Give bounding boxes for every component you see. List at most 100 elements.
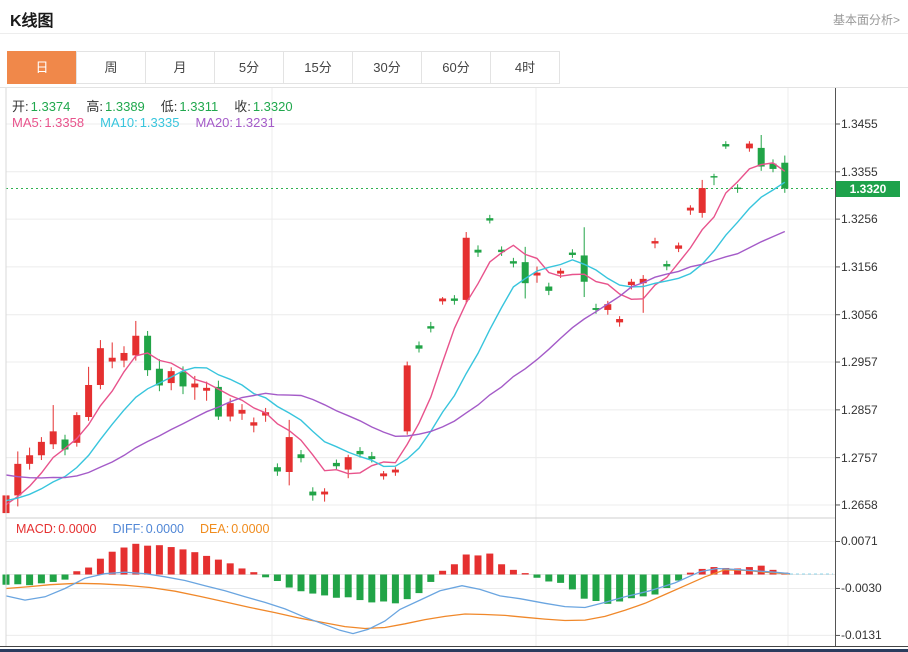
candle-body	[509, 261, 517, 264]
macd-hist-bar	[96, 558, 104, 575]
candle-body	[521, 262, 529, 284]
macd-hist-bar	[14, 574, 22, 585]
legend-label: MACD:	[16, 522, 57, 536]
macd-hist-bar	[332, 574, 340, 598]
macd-hist-bar	[639, 574, 647, 597]
candle-body	[262, 412, 270, 416]
current-price-tag: 1.3320	[836, 180, 900, 197]
macd-hist-bar	[568, 574, 576, 590]
macd-hist-bar	[391, 574, 399, 604]
legend-value: 1.3311	[179, 99, 219, 114]
macd-hist-bar	[734, 568, 742, 575]
macd-hist-bar	[380, 574, 388, 602]
candle-body	[226, 403, 234, 417]
y-axis-label: 1.3256	[841, 212, 878, 227]
macd-hist-bar	[486, 553, 494, 575]
macd-hist-bar	[403, 574, 411, 600]
diff-line	[5, 567, 791, 635]
candle-body	[108, 357, 116, 362]
candle-body	[698, 188, 706, 213]
macd-hist-bar	[368, 574, 376, 603]
macd-hist-bar	[651, 574, 659, 595]
legend-label: MA5:	[12, 115, 43, 130]
tab-week[interactable]: 周	[76, 51, 146, 84]
candle-body	[710, 176, 718, 178]
candle-body	[627, 281, 635, 286]
tab-15min[interactable]: 15分	[283, 51, 353, 84]
macd-hist-bar	[73, 571, 81, 575]
candle-body	[427, 326, 435, 329]
candle-body	[722, 144, 730, 147]
legend-label: 低:	[160, 99, 178, 114]
ma-legend: MA5: 1.3358 MA10: 1.3335 MA20: 1.3231	[12, 115, 291, 130]
candle-body	[250, 422, 258, 426]
candle-body	[344, 457, 352, 470]
y-axis-label: 0.0071	[841, 534, 878, 549]
macd-hist-bar	[108, 551, 116, 575]
candle-body	[391, 469, 399, 473]
macd-hist-bar	[321, 574, 329, 596]
candle-body	[533, 272, 541, 276]
legend-value: 0.0000	[231, 522, 270, 536]
y-axis-label: 1.3156	[841, 259, 878, 274]
candle-body	[273, 467, 281, 472]
macd-hist-bar	[686, 572, 694, 575]
legend-label: DEA:	[200, 522, 230, 536]
macd-hist-bar	[580, 574, 588, 599]
ma5-line	[5, 162, 786, 506]
y-axis-label: 1.3056	[841, 307, 878, 322]
candle-body	[616, 319, 624, 323]
candle-body	[651, 241, 659, 244]
macd-hist-bar	[439, 570, 447, 575]
candle-body	[604, 304, 612, 310]
macd-hist-bar	[61, 574, 69, 580]
candle-body	[557, 270, 565, 274]
candle-body	[686, 207, 694, 211]
y-axis-label: 1.2857	[841, 402, 878, 417]
candle-body	[61, 439, 69, 450]
legend-value: 1.3389	[105, 99, 145, 114]
candle-body	[781, 162, 789, 189]
candle-body	[191, 383, 199, 388]
tab-month[interactable]: 月	[145, 51, 215, 84]
y-axis-label: 1.3455	[841, 117, 878, 131]
candle-body	[592, 308, 600, 310]
tab-5min[interactable]: 5分	[214, 51, 284, 84]
macd-legend: MACD: 0.0000 DIFF: 0.0000 DEA: 0.0000	[16, 522, 285, 536]
period-tabs: 日周月 5分 15分 30分 60分 4时	[7, 51, 560, 84]
candle-body	[14, 463, 22, 496]
candle-body	[415, 345, 423, 349]
y-axis-label: 1.2957	[841, 355, 878, 370]
candle-body	[285, 437, 293, 472]
macd-hist-bar	[273, 574, 281, 582]
macd-hist-bar	[85, 567, 93, 575]
candle-body	[769, 163, 777, 169]
candle-body	[37, 441, 45, 456]
candle-body	[96, 348, 104, 385]
candle-body	[745, 143, 753, 149]
macd-hist-bar	[132, 543, 140, 575]
macd-hist-bar	[557, 574, 565, 583]
candle-body	[132, 335, 140, 356]
candle-body	[474, 249, 482, 253]
legend-value: 1.3320	[252, 99, 293, 114]
fundamental-analysis-link[interactable]: 基本面分析>	[832, 13, 900, 27]
tab-day[interactable]: 日	[7, 51, 77, 84]
candle-body	[403, 365, 411, 432]
ma20-line	[5, 230, 786, 479]
macd-hist-bar	[226, 563, 234, 575]
candle-body	[120, 352, 128, 361]
macd-hist-bar	[675, 574, 683, 581]
candle-body	[439, 298, 447, 302]
candle-body	[675, 245, 683, 249]
y-axis-label: 1.3355	[841, 164, 878, 179]
legend-value: 1.3374	[30, 99, 71, 114]
macd-hist-bar	[120, 547, 128, 575]
tab-60min[interactable]: 60分	[421, 51, 491, 84]
y-axis-label: -0.0131	[841, 628, 882, 643]
tab-4hour[interactable]: 4时	[490, 51, 560, 84]
dea-line	[5, 569, 791, 630]
legend-label: 收:	[234, 99, 251, 114]
tab-30min[interactable]: 30分	[352, 51, 422, 84]
